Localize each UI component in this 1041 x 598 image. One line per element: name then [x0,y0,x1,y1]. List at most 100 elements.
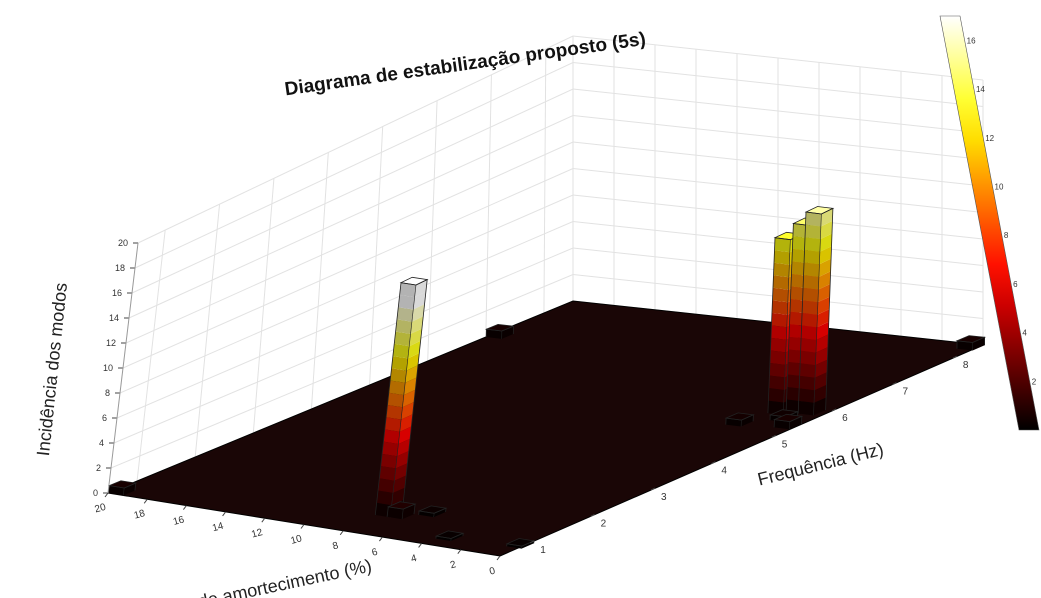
y-tick [378,536,383,542]
bar-face [393,475,407,493]
bar-face [802,287,819,303]
y-tick-label: 8 [331,540,340,552]
x-tick-label: 8 [963,360,969,371]
bar-face [788,336,805,352]
bar-face [804,237,821,252]
y-tick-label: 0 [488,565,497,577]
bar-face [418,511,435,518]
bar-face [394,463,408,481]
bar-outline [506,540,535,547]
bar-outline [374,278,428,516]
bar-edge [813,213,822,416]
x-tick-label: 3 [661,492,667,503]
grid-line [131,88,984,294]
x-tick [892,382,897,386]
bar-face [773,275,789,290]
bar-face [771,325,787,340]
bar-outline [386,503,416,517]
bar-face [395,319,412,334]
bar [107,480,138,496]
bar-face [815,347,828,365]
x-tick [711,461,716,465]
bar-face [399,282,416,298]
bar-face [403,377,417,396]
bar-face [406,353,420,371]
bar-face [957,340,973,351]
bar-face [803,262,820,277]
bar-edge [401,509,404,520]
x-tick-label: 1 [540,545,546,556]
bar-face [972,337,985,351]
bar-face [388,380,406,396]
bar [484,323,514,339]
y-tick-label: 18 [133,508,147,522]
colorbar-tick-label: 4 [1022,329,1027,338]
y-tick-label: 14 [211,521,225,535]
bar-face [402,504,416,520]
grid-line [122,167,984,369]
z-tick-label: 10 [103,363,113,373]
y-tick-label: 6 [371,547,380,559]
z-tick-labels: 0 2 4 6 8 10 12 14 16 18 20 [93,238,139,498]
bar-face [725,418,742,427]
bar-edge [782,239,791,416]
back-wall [108,36,573,493]
x-tick-label: 5 [782,439,788,450]
colorbar-tick-label: 8 [1004,231,1009,240]
bar-face [376,490,393,506]
bar [955,335,987,351]
bar [773,413,804,430]
z-tick-label: 12 [106,338,116,348]
colorbar-tick-label: 12 [985,134,994,143]
bar-face [772,300,788,315]
bar-face [411,304,425,322]
y-tick [418,543,423,548]
bar-face [413,291,426,310]
bar-face [387,392,404,408]
x-tick-label: 6 [842,413,848,424]
grid-line [110,273,984,469]
colorbar-tick-label: 16 [967,36,976,45]
bar-outline [418,507,447,515]
bar-face [741,414,754,427]
y-tick [143,498,148,504]
bar-face [817,309,830,328]
grid-line [113,247,984,444]
x-tick-label: 7 [902,387,908,398]
bar-face [789,416,802,430]
y-tick-label: 16 [172,514,186,528]
bar-face [819,233,832,252]
bar-face [506,543,522,549]
bar-face [816,321,829,340]
bar-face [397,438,411,457]
bar-face [815,359,828,378]
bar-face [387,506,404,520]
z-axis-label: Incidência dos modos [33,282,71,457]
bar-face [384,417,402,432]
bar-face [816,334,829,353]
bar-face [804,249,820,265]
grid-line [125,141,984,344]
z-tick-label: 14 [109,313,119,323]
bar [724,412,755,427]
bar-face [818,271,831,290]
bar-face [818,258,831,277]
y-tick-label: 2 [449,559,458,571]
y-tick-label: 12 [250,527,264,541]
x-tick [590,513,595,517]
bar-face [799,363,816,378]
bar-face [402,389,416,408]
y-tick [182,505,187,510]
x-tick [952,355,958,359]
y-tick-label: 20 [94,502,108,516]
bar-face [394,331,411,347]
bar-face [768,388,785,403]
bar-face [798,400,814,416]
bar-face [380,453,397,469]
bar-face [123,483,136,496]
bar-face [768,375,785,390]
z-tick-label: 4 [99,438,104,448]
